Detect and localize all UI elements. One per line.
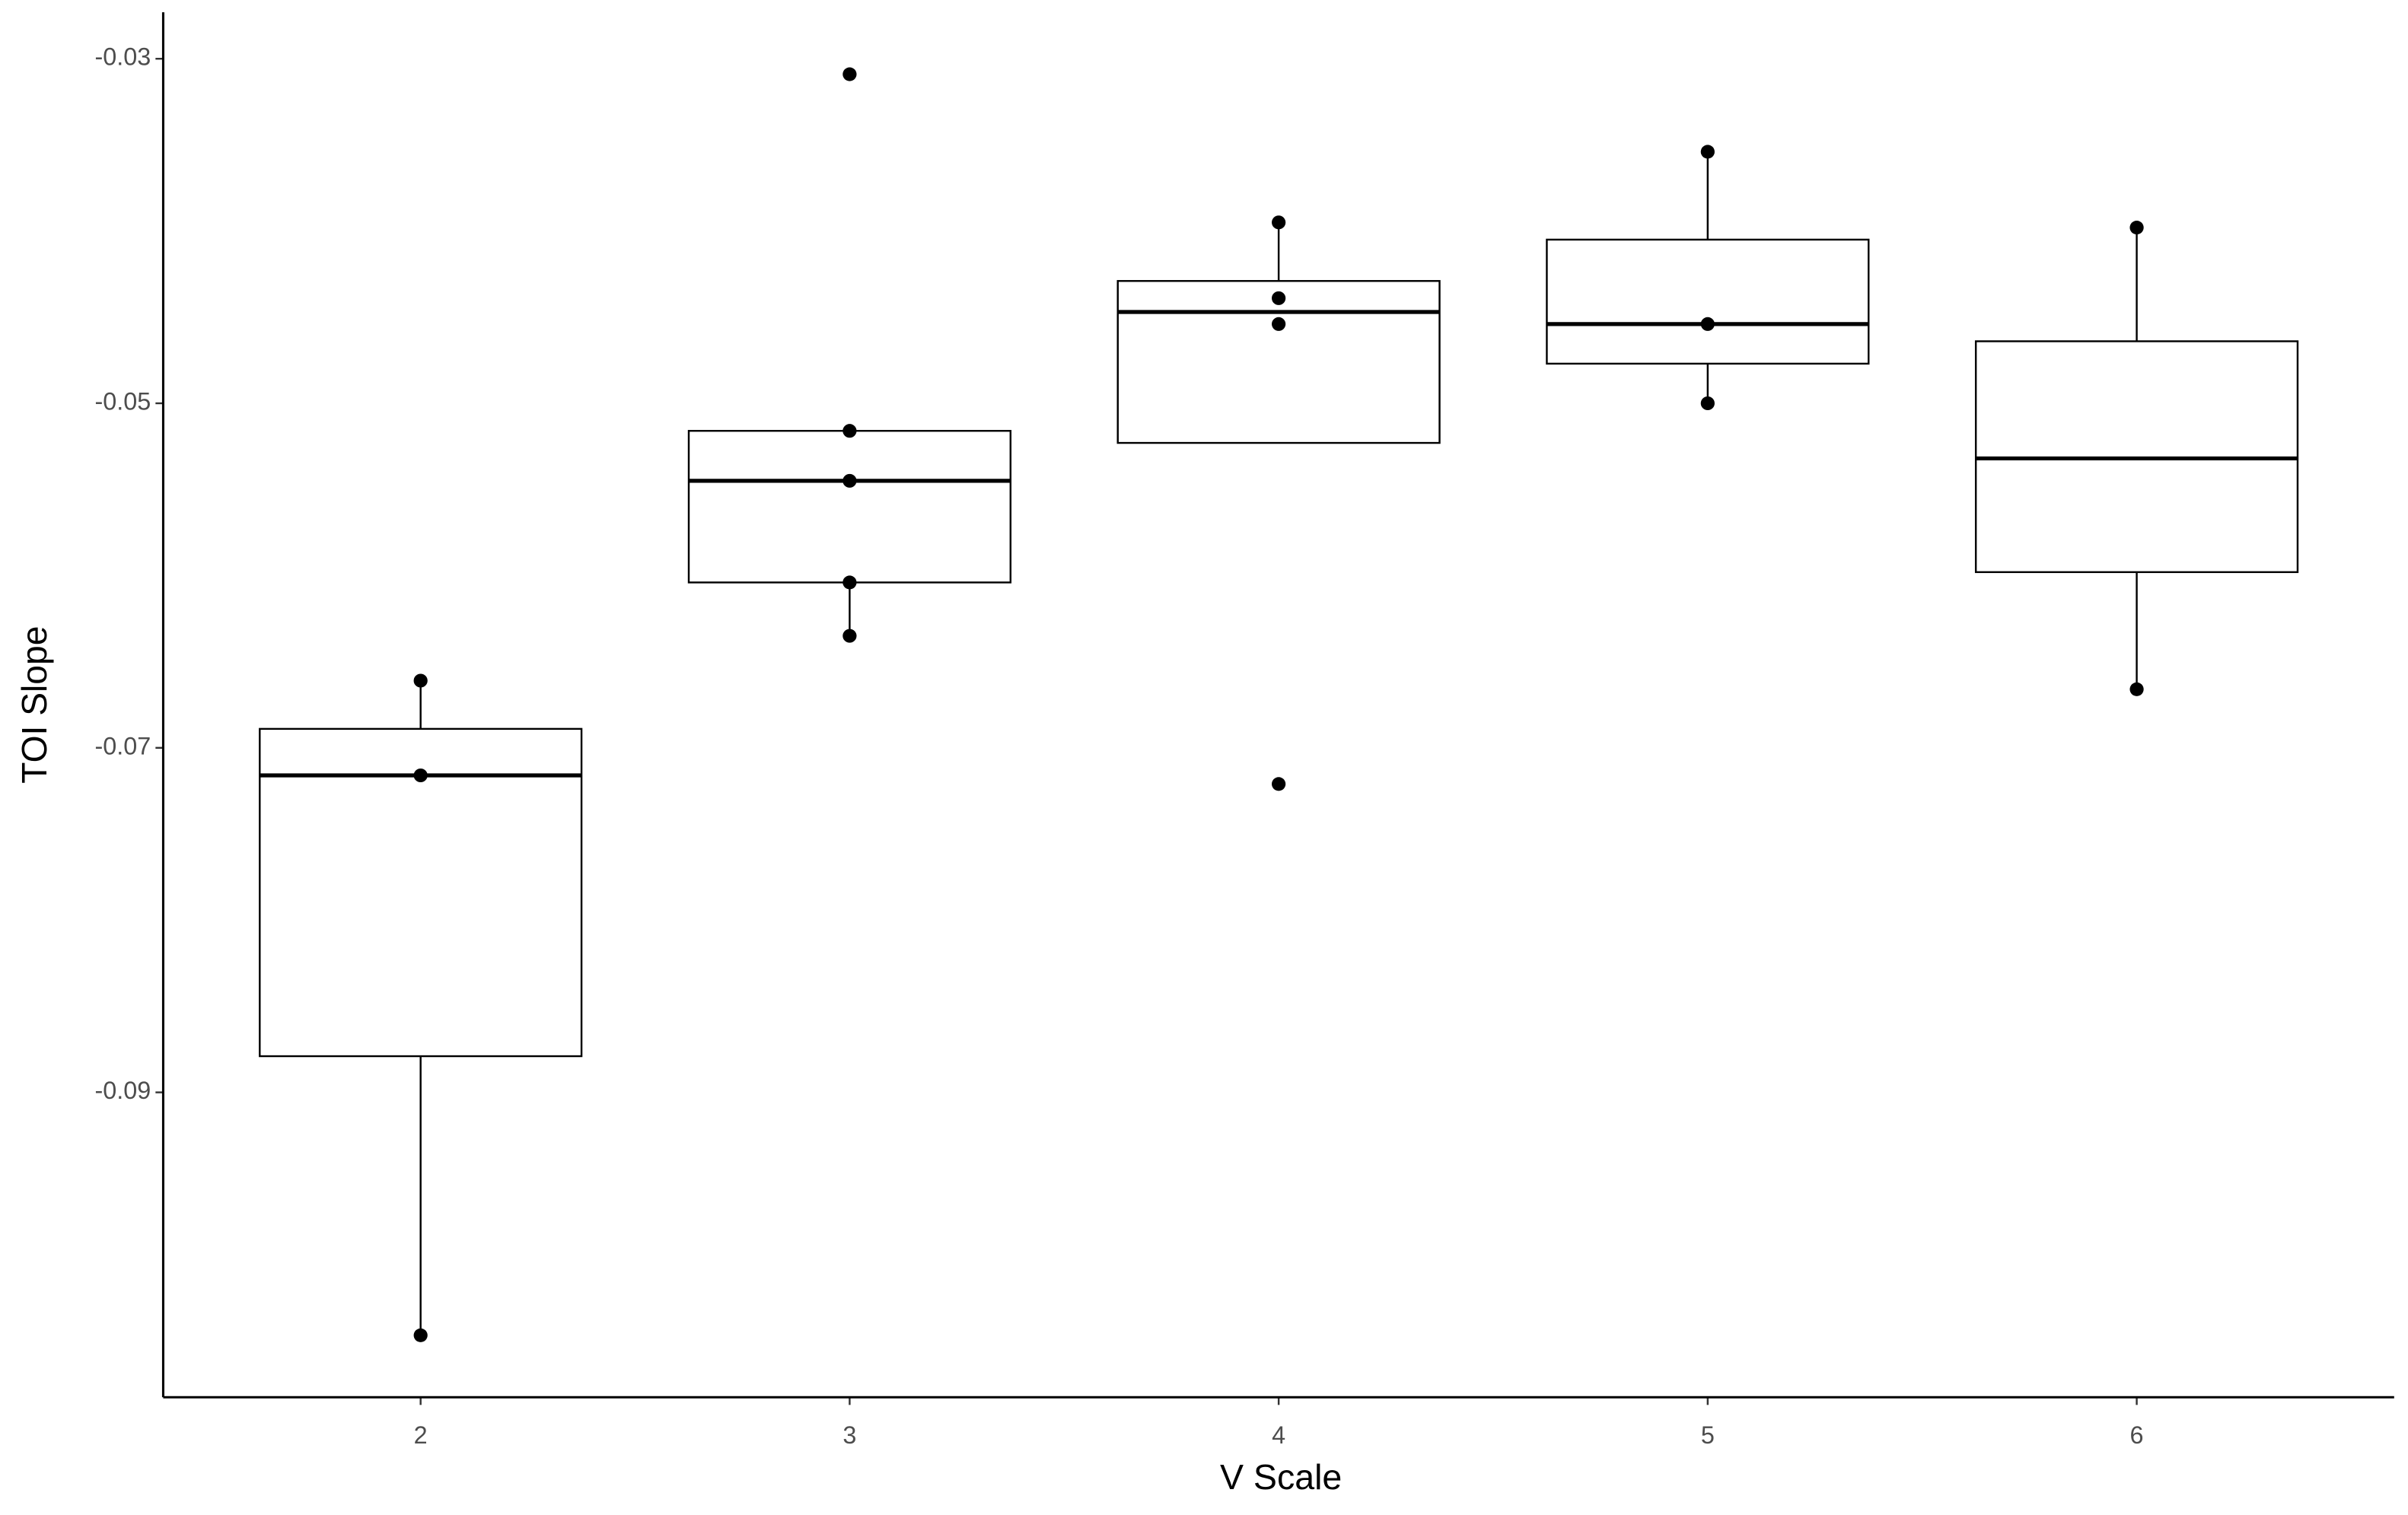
x-tick-label: 6 [2130,1421,2144,1449]
point [413,768,428,783]
point [842,629,857,643]
box [1546,238,1870,365]
x-tick-label: 4 [1272,1421,1285,1449]
y-tick-label: -0.03 [94,43,151,71]
y-tick-label: -0.07 [94,732,151,759]
box [259,727,583,1058]
y-tick-label: -0.05 [94,388,151,415]
point [413,673,428,688]
point [1272,317,1286,331]
point [1272,215,1286,230]
point [1700,145,1715,159]
point [1272,291,1286,305]
point [2129,221,2144,235]
box [687,430,1012,584]
point [2129,682,2144,696]
box [1116,280,1441,444]
y-tick-label: -0.09 [94,1077,151,1104]
x-axis-title: V Scale [1220,1457,1342,1497]
point [1700,317,1715,331]
point [842,424,857,438]
point [1272,777,1286,791]
point [842,575,857,590]
point [842,67,857,81]
y-axis-title: TOI Slope [14,626,54,784]
x-tick-label: 3 [842,1421,856,1449]
point [842,473,857,488]
x-tick-label: 5 [1701,1421,1715,1449]
point [1700,396,1715,411]
point [413,1328,428,1342]
x-tick-label: 2 [414,1421,428,1449]
